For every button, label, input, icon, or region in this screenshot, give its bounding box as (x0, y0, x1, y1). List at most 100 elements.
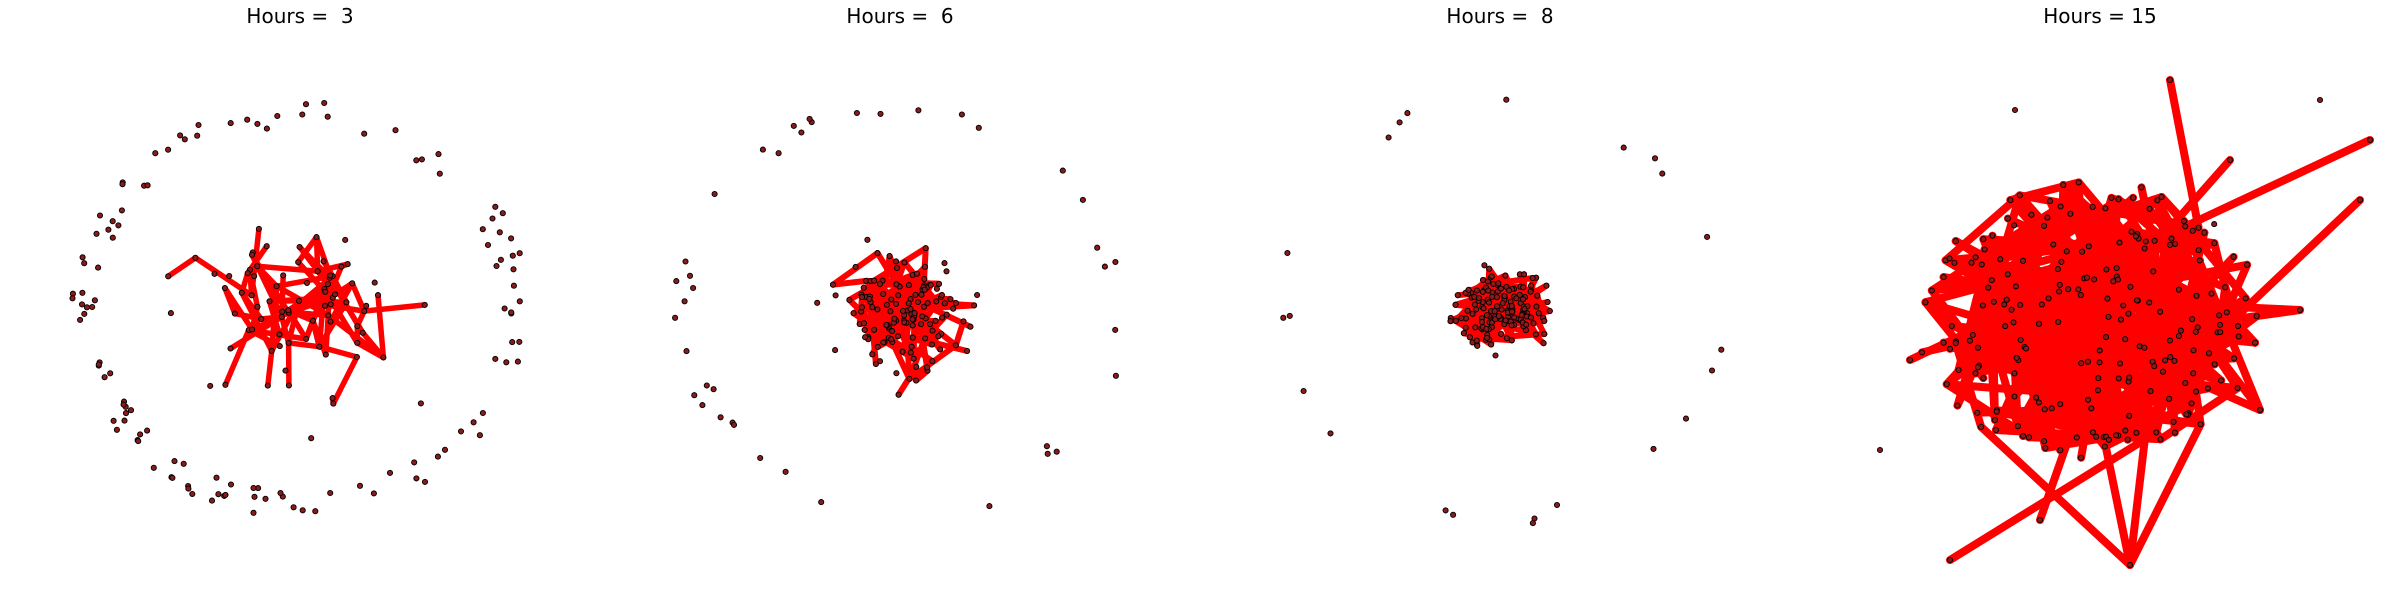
network-node (967, 323, 974, 330)
network-node (248, 251, 256, 258)
network-node (895, 292, 902, 299)
network-node (699, 402, 706, 409)
network-node (1546, 307, 1553, 315)
network-node (2085, 243, 2092, 250)
network-node (221, 284, 228, 292)
network-edge (2137, 183, 2192, 419)
network-node (2256, 406, 2264, 414)
network-node (2075, 286, 2082, 293)
network-node (2226, 156, 2234, 164)
network-node (2192, 328, 2199, 335)
network-node (2013, 354, 2020, 361)
network-node (2104, 295, 2111, 302)
network-node (1991, 416, 1999, 424)
network-node (703, 382, 710, 389)
network-node (2036, 516, 2044, 524)
network-node (1404, 110, 1411, 117)
network-node (510, 266, 517, 273)
network-node (2067, 210, 2074, 217)
network-node (1952, 238, 1959, 245)
edge-group (1906, 76, 2374, 569)
network-node (950, 305, 957, 312)
network-node (933, 285, 940, 292)
network-edge (1980, 240, 2175, 254)
network-node (1471, 293, 1478, 300)
network-node (2166, 76, 2174, 84)
network-node (681, 298, 688, 305)
network-node (1534, 292, 1541, 299)
network-node (181, 136, 188, 143)
network-node (81, 260, 88, 267)
node-group (1280, 96, 1725, 527)
network-edge (906, 364, 931, 382)
network-node (276, 331, 283, 338)
network-node (386, 469, 394, 476)
network-node (1469, 310, 1476, 317)
network-node (2088, 405, 2095, 412)
network-node (1462, 324, 1469, 331)
network-node (171, 458, 178, 465)
network-node (1495, 280, 1502, 287)
network-node (1966, 337, 1973, 344)
network-node (1543, 282, 1550, 289)
network-node (144, 427, 151, 434)
network-node (2142, 238, 2149, 245)
network-node (254, 303, 261, 310)
network-node (711, 190, 718, 198)
network-edge (313, 234, 333, 279)
network-node (883, 321, 890, 329)
network-node (353, 353, 360, 361)
network-node (320, 258, 327, 265)
network-panel-hours-6: Hours = 6 (600, 0, 1200, 600)
network-node (861, 326, 868, 333)
network-edge (285, 281, 331, 314)
network-node (2025, 434, 2033, 441)
network-node (673, 278, 680, 285)
network-node (169, 474, 176, 481)
network-node (1530, 320, 1537, 327)
network-node (2050, 241, 2057, 248)
network-node (1985, 284, 1992, 291)
network-node (2146, 299, 2153, 306)
network-node (941, 260, 948, 267)
network-node (215, 491, 222, 498)
network-node (2056, 288, 2063, 295)
network-node (1650, 445, 1657, 452)
network-node (1491, 308, 1498, 315)
network-node (282, 367, 289, 374)
network-node (1974, 409, 1981, 416)
network-node (226, 272, 233, 280)
network-node (921, 263, 929, 270)
network-node (2125, 310, 2132, 317)
network-node (81, 310, 88, 317)
network-node (2151, 237, 2158, 244)
network-node (1466, 334, 1473, 341)
network-node (285, 307, 292, 314)
network-node (2141, 344, 2148, 351)
network-node (1972, 254, 1979, 261)
network-node (2124, 436, 2131, 443)
network-node (2120, 302, 2127, 309)
network-node (887, 308, 894, 315)
network-node (2242, 295, 2249, 302)
network-node (1458, 315, 1465, 322)
network-node (2105, 313, 2112, 320)
network-node (248, 292, 255, 299)
network-node (295, 297, 303, 304)
network-node (165, 273, 172, 280)
network-node (312, 508, 319, 515)
network-node (912, 291, 919, 298)
network-node (2115, 196, 2122, 203)
network-node (907, 306, 914, 313)
network-node (2150, 268, 2157, 275)
network-node (207, 382, 214, 389)
network-node (790, 122, 797, 129)
network-node (1486, 299, 1493, 306)
network-node (435, 151, 442, 158)
network-node (2201, 229, 2208, 236)
network-node (889, 328, 896, 335)
network-node (1492, 352, 1499, 359)
network-node (1495, 312, 1502, 320)
network-node (277, 489, 284, 497)
network-node (2211, 221, 2218, 228)
